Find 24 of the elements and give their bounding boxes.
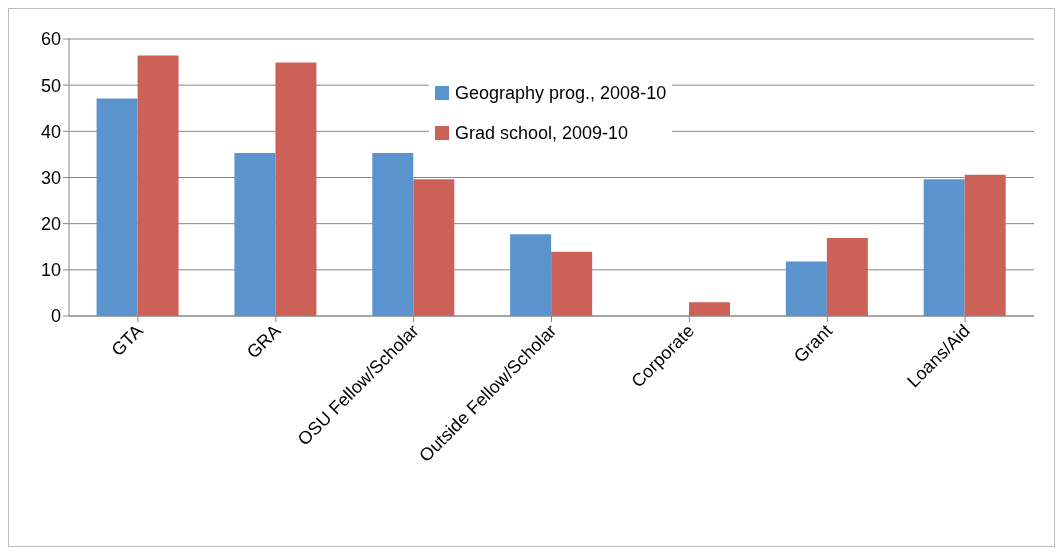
y-tick-label: 60 [40, 29, 61, 50]
bar [413, 179, 455, 316]
bar [689, 302, 730, 316]
bar [964, 174, 1006, 316]
bar [785, 261, 827, 316]
y-tick-label: 20 [40, 214, 61, 235]
y-tick-label: 10 [40, 260, 61, 281]
bar [372, 153, 414, 316]
legend-label: Grad school, 2009-10 [455, 122, 629, 145]
y-tick-label: 50 [40, 75, 61, 96]
bar [923, 179, 965, 316]
bar [96, 98, 138, 316]
bar [551, 251, 593, 316]
legend-label: Geography prog., 2008-10 [455, 82, 667, 105]
x-tick-label: GTA [107, 320, 147, 361]
bar [137, 55, 179, 316]
y-tick-label: 40 [40, 121, 61, 142]
x-tick-label: GRA [242, 320, 285, 363]
y-tick-label: 0 [50, 306, 61, 327]
y-tick-label: 30 [40, 167, 61, 188]
bar [826, 237, 868, 316]
bar [510, 234, 552, 316]
bar [234, 153, 276, 316]
bar [275, 62, 317, 316]
